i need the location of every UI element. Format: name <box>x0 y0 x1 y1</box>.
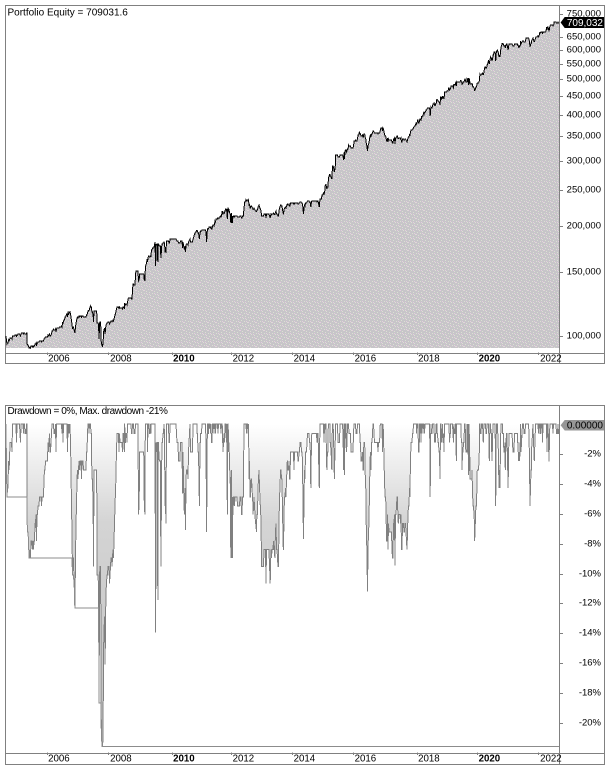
svg-text:400,000: 400,000 <box>567 109 601 120</box>
svg-text:-12%: -12% <box>579 597 602 608</box>
svg-text:-18%: -18% <box>579 687 602 698</box>
svg-text:2020: 2020 <box>479 353 501 364</box>
svg-text:-16%: -16% <box>579 657 602 668</box>
svg-text:-10%: -10% <box>579 568 602 579</box>
svg-text:2016: 2016 <box>355 353 377 364</box>
svg-text:-6%: -6% <box>584 508 601 519</box>
svg-text:2006: 2006 <box>48 353 70 364</box>
svg-text:2012: 2012 <box>233 753 255 764</box>
svg-text:-8%: -8% <box>584 538 601 549</box>
svg-text:200,000: 200,000 <box>567 220 601 231</box>
svg-text:2006: 2006 <box>48 753 70 764</box>
svg-text:-14%: -14% <box>579 627 602 638</box>
svg-text:-20%: -20% <box>579 717 602 728</box>
svg-text:-2%: -2% <box>584 448 601 459</box>
svg-text:450,000: 450,000 <box>567 90 601 101</box>
svg-text:350,000: 350,000 <box>567 130 601 141</box>
svg-text:600,000: 600,000 <box>567 44 601 55</box>
svg-text:300,000: 300,000 <box>567 155 601 166</box>
svg-text:2014: 2014 <box>294 753 316 764</box>
svg-text:2022: 2022 <box>540 353 562 364</box>
svg-text:650,000: 650,000 <box>567 31 601 42</box>
svg-text:2016: 2016 <box>355 753 377 764</box>
svg-text:2018: 2018 <box>418 753 440 764</box>
svg-text:150,000: 150,000 <box>567 266 601 277</box>
svg-text:250,000: 250,000 <box>567 184 601 195</box>
svg-text:500,000: 500,000 <box>567 73 601 84</box>
svg-text:Drawdown = 0%, Max. drawdown -: Drawdown = 0%, Max. drawdown -21% <box>8 406 169 417</box>
svg-text:2020: 2020 <box>479 753 501 764</box>
svg-text:2010: 2010 <box>173 353 195 364</box>
svg-text:100,000: 100,000 <box>567 330 601 341</box>
svg-text:2010: 2010 <box>173 753 195 764</box>
svg-text:2008: 2008 <box>110 753 132 764</box>
svg-text:2014: 2014 <box>294 353 316 364</box>
svg-text:550,000: 550,000 <box>567 58 601 69</box>
svg-text:709,032: 709,032 <box>567 18 604 29</box>
svg-text:2022: 2022 <box>540 753 562 764</box>
svg-text:2012: 2012 <box>233 353 255 364</box>
svg-text:0.00000: 0.00000 <box>567 421 604 432</box>
svg-text:2018: 2018 <box>418 353 440 364</box>
svg-text:-4%: -4% <box>584 478 601 489</box>
svg-text:Portfolio Equity = 709031.6: Portfolio Equity = 709031.6 <box>8 7 129 18</box>
svg-text:2008: 2008 <box>110 353 132 364</box>
svg-text:750,000: 750,000 <box>567 8 601 19</box>
